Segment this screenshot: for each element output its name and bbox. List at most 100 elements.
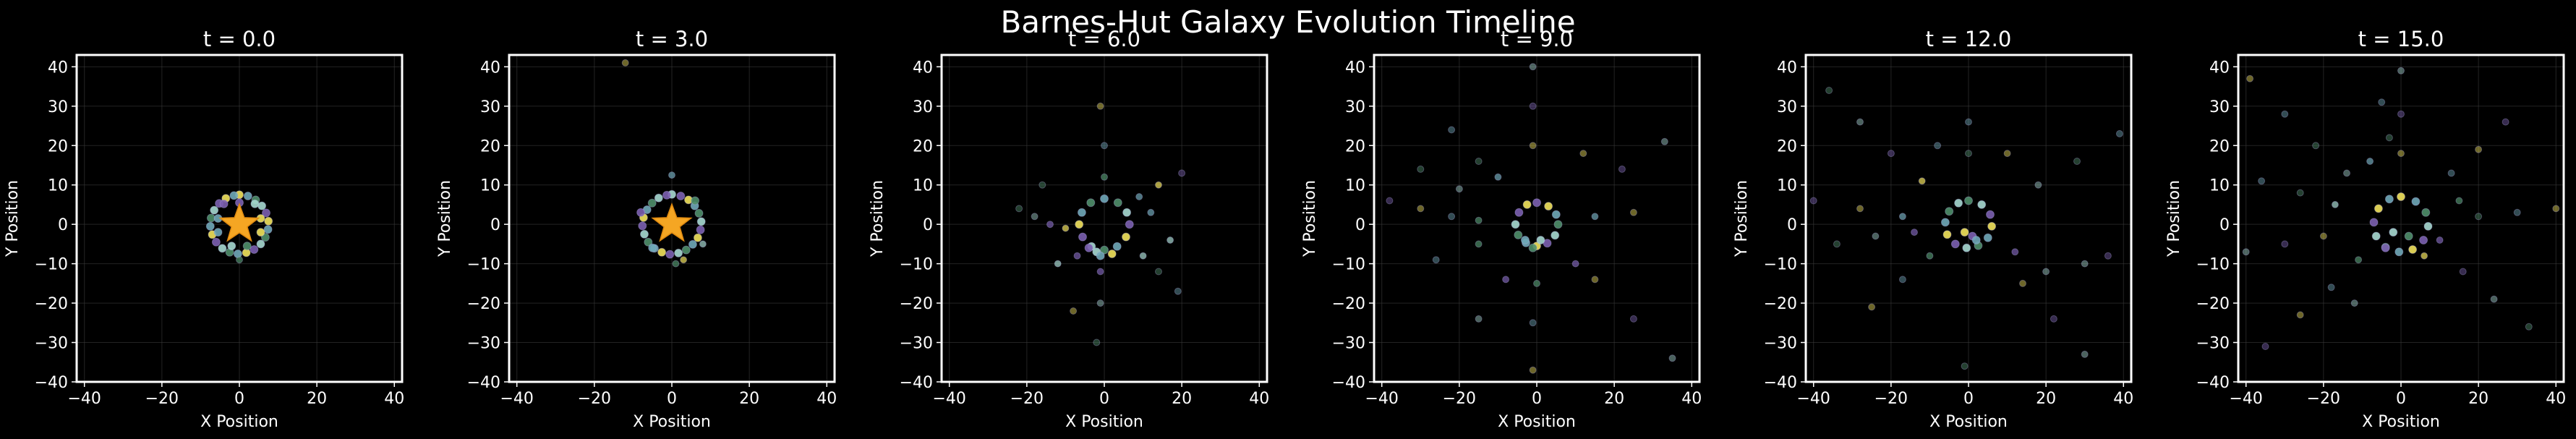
data-point — [2104, 252, 2112, 260]
data-point — [640, 229, 649, 239]
y-tick-label: 10 — [48, 177, 68, 195]
x-axis-label: X Position — [633, 413, 711, 431]
x-axis-label: X Position — [200, 413, 278, 431]
x-tick-label: −40 — [1796, 390, 1830, 408]
x-tick-label: −40 — [2229, 390, 2262, 408]
x-tick-label: 20 — [739, 390, 759, 408]
data-point — [1825, 87, 1833, 94]
y-tick-label: 10 — [2209, 177, 2230, 195]
y-tick-label: 10 — [1777, 177, 1797, 195]
data-point — [696, 225, 705, 234]
data-point — [2404, 231, 2413, 241]
data-point — [250, 245, 259, 254]
data-point — [1962, 243, 1971, 252]
x-axis-label: X Position — [1065, 413, 1143, 431]
y-tick-label: −20 — [900, 295, 933, 313]
data-point — [250, 199, 260, 208]
subplot-3: −40 −20 0 20 40 −40 −30 −20 −10 0 10 20 30 40 t = 6.0 X… — [869, 27, 1269, 431]
x-tick-label: 0 — [1099, 390, 1109, 408]
x-tick-label: 20 — [1172, 390, 1192, 408]
data-point — [1898, 276, 1906, 284]
data-point — [1062, 224, 1070, 232]
data-point — [2343, 169, 2350, 177]
data-point — [676, 192, 686, 200]
data-point — [2552, 205, 2560, 213]
x-tick-label: −20 — [578, 390, 611, 408]
y-axis-label: Y Position — [436, 180, 454, 257]
data-point — [1543, 239, 1552, 248]
data-point — [1618, 165, 1626, 173]
x-tick-label: 0 — [2396, 390, 2406, 408]
data-point — [1514, 208, 1524, 217]
data-point — [1571, 260, 1579, 268]
data-point — [2421, 208, 2431, 217]
data-point — [242, 242, 252, 251]
data-point — [2034, 181, 2042, 189]
data-point — [1551, 231, 1560, 240]
data-point — [2374, 204, 2383, 213]
subplot-5: −40 −20 0 20 40 −40 −30 −20 −10 0 10 20 30 40 t = 12.0… — [1733, 27, 2133, 431]
y-axis-label: Y Position — [4, 180, 22, 257]
data-point — [1122, 232, 1130, 242]
x-tick-label: 40 — [816, 390, 837, 408]
data-point — [1432, 256, 1440, 264]
y-tick-label: −20 — [467, 295, 500, 313]
data-point — [227, 242, 236, 251]
subplot-1: −40 −20 0 20 40 −40 −30 −20 −10 0 10 20 30 40 t = 0.0 X… — [4, 27, 404, 431]
y-tick-label: 0 — [2219, 216, 2230, 234]
data-point — [210, 205, 219, 215]
data-point — [644, 237, 653, 247]
data-point — [654, 193, 663, 203]
y-tick-label: 40 — [1345, 59, 1365, 77]
data-point — [2261, 343, 2269, 350]
data-point — [691, 196, 700, 205]
y-tick-label: 0 — [1787, 216, 1797, 234]
subplot-title: t = 9.0 — [1501, 27, 1573, 51]
x-axis-label: X Position — [2362, 413, 2440, 431]
data-point — [657, 247, 667, 257]
data-point — [263, 225, 273, 234]
y-tick-label: −40 — [1332, 374, 1365, 392]
data-point — [1502, 276, 1510, 284]
data-point — [1591, 213, 1599, 221]
data-point — [2421, 252, 2428, 260]
data-point — [1155, 268, 1162, 276]
data-point — [1942, 230, 1952, 239]
data-point — [2384, 195, 2394, 204]
y-tick-label: −30 — [2196, 335, 2230, 353]
data-point — [1155, 181, 1162, 189]
data-point — [2050, 315, 2057, 323]
data-point — [2475, 145, 2483, 153]
x-tick-label: −20 — [1875, 390, 1908, 408]
y-tick-label: −10 — [35, 256, 68, 274]
data-point — [2081, 350, 2089, 358]
data-point — [2502, 118, 2509, 126]
y-tick-label: −30 — [467, 335, 500, 353]
data-point — [2371, 231, 2381, 241]
data-point — [1147, 208, 1155, 216]
data-point — [662, 190, 671, 200]
figure-title: Barnes-Hut Galaxy Evolution Timeline — [1000, 4, 1576, 40]
data-point — [2042, 268, 2050, 276]
data-point — [1591, 276, 1599, 284]
data-point — [1511, 220, 1520, 229]
x-tick-label: −20 — [2307, 390, 2340, 408]
data-point — [621, 59, 629, 67]
y-axis-label: Y Position — [2165, 180, 2183, 257]
data-point — [1096, 299, 1104, 307]
data-point — [2385, 134, 2393, 142]
data-point — [1629, 208, 1637, 216]
data-point — [2455, 197, 2463, 205]
y-tick-label: 20 — [2209, 137, 2230, 155]
data-point — [1529, 142, 1537, 150]
data-point — [2397, 192, 2405, 201]
x-axis-label: X Position — [1929, 413, 2008, 431]
data-point — [2003, 150, 2011, 158]
data-point — [1139, 252, 1147, 260]
data-point — [1856, 205, 1864, 213]
data-point — [2419, 236, 2428, 244]
star-marker — [218, 203, 260, 242]
data-point — [1077, 208, 1086, 217]
x-tick-label: 0 — [1532, 390, 1542, 408]
